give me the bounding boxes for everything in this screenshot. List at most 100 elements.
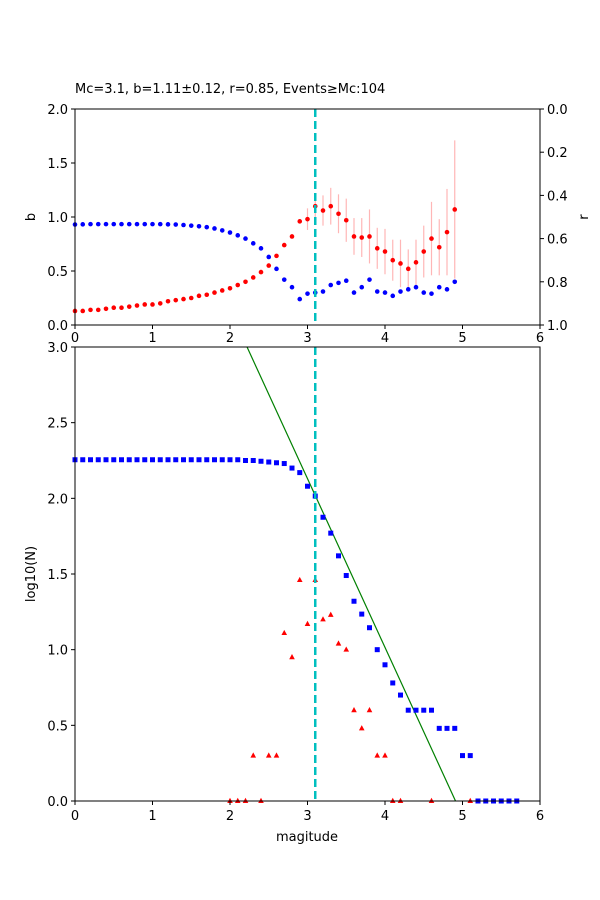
- y-tick-label: 1.0: [47, 211, 68, 226]
- b-point: [235, 282, 241, 288]
- cumulative-point: [297, 470, 303, 476]
- r-point: [320, 289, 326, 294]
- cumulative-point: [452, 725, 458, 731]
- cumulative-point: [266, 459, 272, 465]
- cumulative-point: [103, 457, 109, 463]
- b-point: [212, 290, 217, 295]
- r-point: [165, 222, 171, 227]
- noncumulative-point: [335, 640, 342, 646]
- b-point: [204, 292, 210, 298]
- cumulative-point: [460, 753, 465, 759]
- x-tick-label: 1: [148, 809, 156, 824]
- b-point: [336, 211, 341, 217]
- b-point: [266, 263, 272, 268]
- y-tick-label-right: 0.8: [547, 276, 568, 291]
- cumulative-point: [320, 514, 326, 520]
- noncumulative-point: [234, 797, 241, 803]
- bottom-points: [72, 457, 520, 804]
- b-point: [359, 235, 365, 240]
- noncumulative-point: [382, 752, 388, 758]
- x-tick-label: 3: [303, 809, 311, 824]
- cumulative-point: [444, 725, 450, 731]
- r-point: [374, 289, 380, 294]
- cumulative-point: [436, 725, 442, 731]
- cumulative-point: [119, 457, 124, 463]
- r-point: [398, 289, 403, 294]
- cumulative-point: [88, 457, 93, 463]
- r-point: [452, 279, 458, 285]
- r-point: [212, 226, 217, 231]
- b-point: [258, 269, 264, 275]
- cumulative-point: [336, 553, 341, 559]
- r-point: [196, 223, 202, 229]
- noncumulative-point: [374, 752, 381, 758]
- y-tick-label-right: 0.4: [547, 189, 568, 204]
- cumulative-point: [374, 647, 380, 653]
- r-point: [103, 221, 109, 227]
- b-point: [281, 242, 287, 248]
- cumulative-point: [359, 611, 365, 617]
- x-tick-label: 4: [381, 809, 389, 824]
- r-point: [88, 221, 93, 227]
- fit-line: [246, 347, 457, 801]
- cumulative-point: [281, 461, 287, 467]
- cumulative-point: [405, 707, 411, 713]
- cumulative-point: [181, 457, 186, 463]
- b-point: [452, 207, 458, 212]
- r-point: [274, 266, 279, 272]
- noncumulative-point: [366, 707, 373, 713]
- b-point: [173, 297, 179, 303]
- y-tick-label: 0.5: [47, 719, 68, 734]
- b-point: [80, 308, 86, 314]
- noncumulative-point: [467, 797, 474, 803]
- y-tick-label: 0.0: [47, 795, 68, 810]
- cumulative-point: [421, 707, 427, 713]
- r-point: [351, 290, 357, 295]
- cumulative-point: [157, 457, 163, 463]
- r-point: [250, 241, 256, 246]
- cumulative-point: [142, 457, 148, 463]
- r-point: [436, 284, 442, 290]
- r-point: [289, 284, 295, 290]
- y-tick-label-right: 0.2: [547, 146, 568, 161]
- noncumulative-point: [289, 654, 295, 660]
- top-errorbars: [306, 140, 456, 289]
- b-point: [126, 304, 132, 309]
- b-point: [328, 203, 334, 209]
- cumulative-point: [289, 465, 295, 471]
- bottom-panel: 0 1 2 3 4 5 6 0.0 0.5 1.0 1.5 2.0 2.5 3.0 magitude l…: [24, 341, 544, 845]
- r-point: [126, 221, 132, 227]
- b-point: [351, 234, 357, 239]
- y-tick-label-right: 1.0: [547, 319, 568, 334]
- r-point: [359, 284, 365, 290]
- b-point: [343, 217, 349, 223]
- noncumulative-point: [351, 707, 357, 713]
- cumulative-point: [150, 457, 155, 463]
- b-point: [157, 301, 163, 306]
- x-tick-label: 2: [226, 331, 234, 346]
- noncumulative-point: [250, 752, 257, 758]
- cumulative-point: [305, 483, 310, 489]
- r-point: [297, 296, 303, 302]
- b-point: [95, 307, 101, 313]
- b-point: [274, 253, 279, 259]
- cumulative-point: [227, 457, 233, 463]
- b-point: [398, 261, 403, 266]
- top-y-label-left: b: [24, 213, 39, 221]
- b-point: [297, 219, 303, 224]
- r-point: [235, 233, 241, 238]
- y-tick-label: 1.5: [47, 157, 68, 172]
- r-point: [243, 236, 248, 241]
- x-tick-label: 3: [303, 331, 311, 346]
- r-point: [390, 293, 396, 299]
- b-point: [374, 246, 380, 251]
- cumulative-point: [173, 457, 179, 463]
- noncumulative-point: [296, 576, 303, 583]
- b-point: [390, 257, 396, 263]
- noncumulative-point: [327, 611, 334, 617]
- y-tick-label: 0.5: [47, 265, 68, 280]
- noncumulative-point: [389, 797, 396, 803]
- r-point: [157, 221, 163, 227]
- b-point: [421, 249, 427, 254]
- noncumulative-point: [428, 797, 435, 803]
